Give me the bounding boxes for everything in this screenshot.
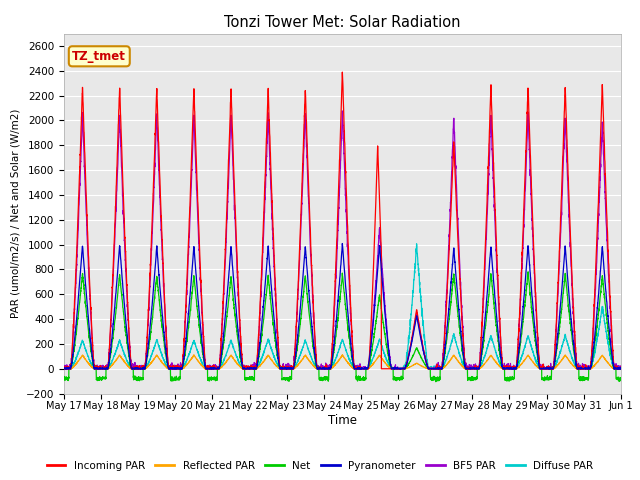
X-axis label: Time: Time [328,414,357,427]
Y-axis label: PAR (umol/m2/s) / Net and Solar (W/m2): PAR (umol/m2/s) / Net and Solar (W/m2) [10,109,20,318]
Legend: Incoming PAR, Reflected PAR, Net, Pyranometer, BF5 PAR, Diffuse PAR: Incoming PAR, Reflected PAR, Net, Pyrano… [42,456,598,475]
Text: TZ_tmet: TZ_tmet [72,50,126,63]
Title: Tonzi Tower Met: Solar Radiation: Tonzi Tower Met: Solar Radiation [224,15,461,30]
